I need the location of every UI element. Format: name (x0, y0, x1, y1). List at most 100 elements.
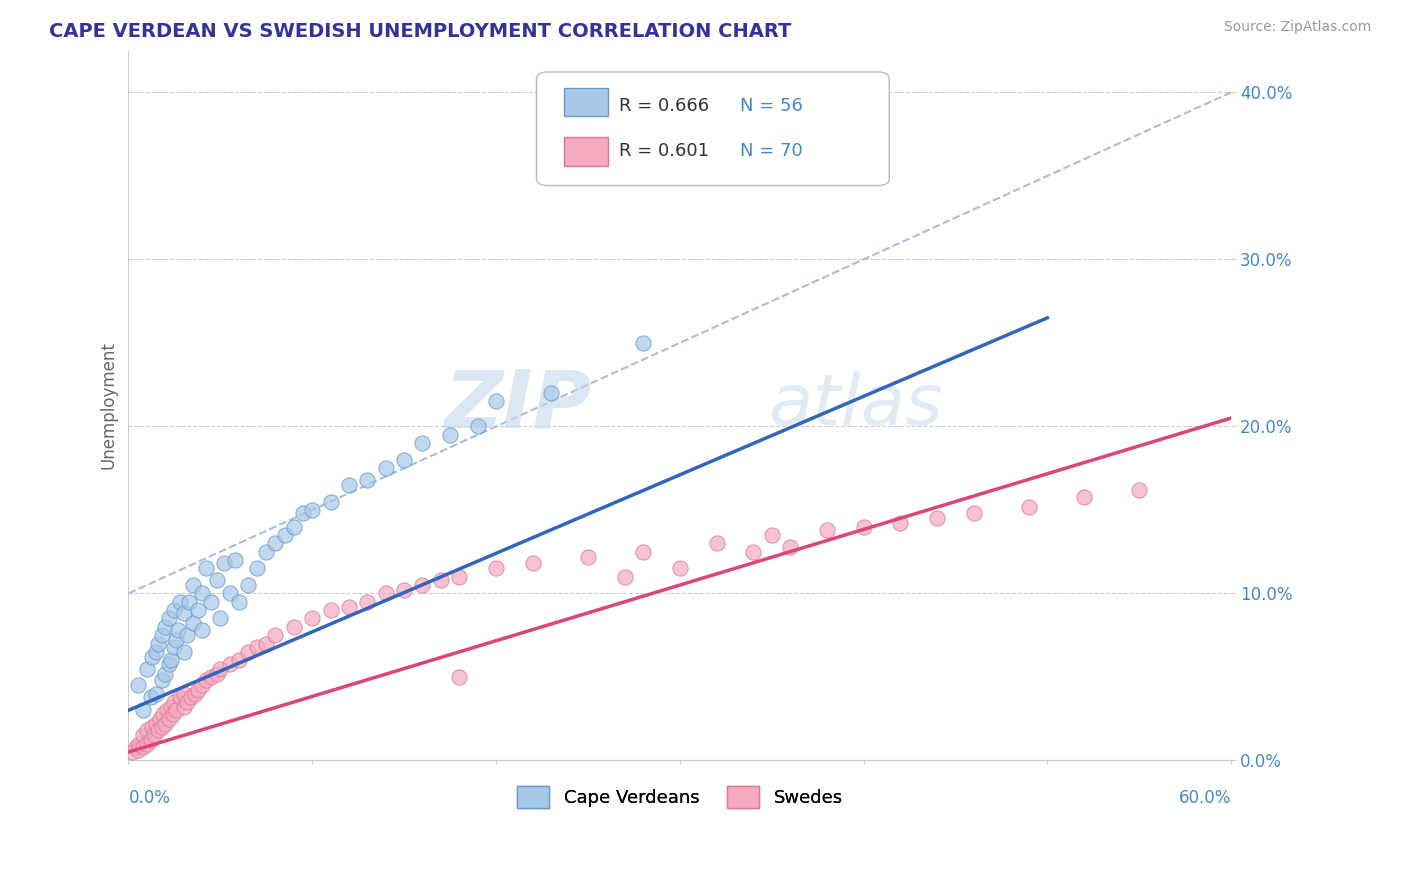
Point (392, 583, 415, 598)
Point (187, 603, 209, 617)
Point (925, 511, 948, 525)
Point (254, 544, 277, 558)
Point (889, 516, 911, 531)
Point (181, 578, 204, 592)
Point (169, 595, 191, 609)
Point (191, 678, 214, 692)
Point (576, 549, 599, 564)
Point (173, 607, 195, 621)
Point (169, 690, 191, 704)
Y-axis label: Unemployment: Unemployment (100, 342, 117, 469)
Point (176, 695, 198, 709)
Point (155, 620, 177, 634)
Point (815, 523, 838, 537)
Point (706, 536, 728, 550)
Point (165, 633, 187, 648)
FancyBboxPatch shape (537, 72, 889, 186)
Point (194, 561, 217, 575)
Text: CAPE VERDEAN VS SWEDISH UNEMPLOYMENT CORRELATION CHART: CAPE VERDEAN VS SWEDISH UNEMPLOYMENT COR… (49, 22, 792, 41)
Point (392, 453, 415, 467)
Point (411, 436, 433, 450)
Point (157, 657, 180, 671)
Point (143, 728, 166, 742)
Point (236, 578, 259, 592)
Point (159, 653, 181, 667)
Point (145, 716, 167, 731)
Point (141, 720, 163, 734)
FancyBboxPatch shape (564, 87, 607, 116)
Point (179, 595, 201, 609)
Point (449, 670, 471, 684)
Point (742, 544, 765, 558)
Point (236, 645, 259, 659)
Point (283, 519, 305, 533)
Point (150, 628, 173, 642)
Point (132, 703, 155, 717)
Point (224, 553, 246, 567)
Point (145, 687, 167, 701)
Legend: Cape Verdeans, Swedes: Cape Verdeans, Swedes (510, 779, 849, 815)
Point (1073, 490, 1095, 504)
Point (246, 561, 269, 575)
Point (200, 670, 222, 684)
Point (356, 595, 378, 609)
Text: ZIP: ZIP (444, 367, 592, 444)
Point (283, 620, 305, 634)
FancyBboxPatch shape (564, 137, 607, 166)
Point (613, 570, 636, 584)
Point (127, 678, 149, 692)
Point (139, 733, 162, 747)
Point (157, 611, 180, 625)
Point (191, 623, 214, 637)
Point (337, 478, 360, 492)
Point (292, 506, 315, 520)
Point (301, 503, 323, 517)
Text: R = 0.666: R = 0.666 (619, 97, 709, 115)
Point (963, 506, 986, 520)
Point (522, 557, 544, 571)
Point (246, 640, 269, 654)
Point (173, 700, 195, 714)
Point (145, 645, 167, 659)
Text: atlas: atlas (768, 371, 942, 440)
Point (163, 695, 186, 709)
Point (218, 586, 240, 600)
Point (155, 666, 177, 681)
Point (205, 666, 228, 681)
Point (150, 673, 173, 688)
Point (127, 743, 149, 757)
Point (209, 611, 232, 625)
Point (152, 706, 174, 721)
Text: R = 0.601: R = 0.601 (619, 143, 709, 161)
Point (273, 528, 295, 542)
Point (159, 700, 181, 714)
Point (135, 737, 157, 751)
Point (156, 703, 179, 717)
Point (212, 557, 235, 571)
Point (228, 653, 250, 667)
Point (181, 616, 204, 631)
Point (150, 720, 173, 734)
Point (205, 573, 228, 587)
Point (356, 473, 378, 487)
Point (254, 636, 277, 650)
Point (163, 640, 186, 654)
Point (319, 603, 342, 617)
Point (411, 578, 433, 592)
Text: Source: ZipAtlas.com: Source: ZipAtlas.com (1223, 20, 1371, 34)
Point (439, 427, 461, 442)
Point (485, 561, 508, 575)
Point (167, 623, 190, 637)
Point (337, 599, 360, 614)
Point (761, 528, 783, 542)
Point (191, 586, 214, 600)
Text: N = 70: N = 70 (741, 143, 803, 161)
Point (852, 519, 875, 533)
Point (228, 595, 250, 609)
Point (264, 628, 287, 642)
Point (128, 737, 150, 751)
Point (125, 740, 148, 755)
Point (180, 690, 202, 704)
Point (173, 687, 195, 701)
Point (374, 461, 396, 475)
